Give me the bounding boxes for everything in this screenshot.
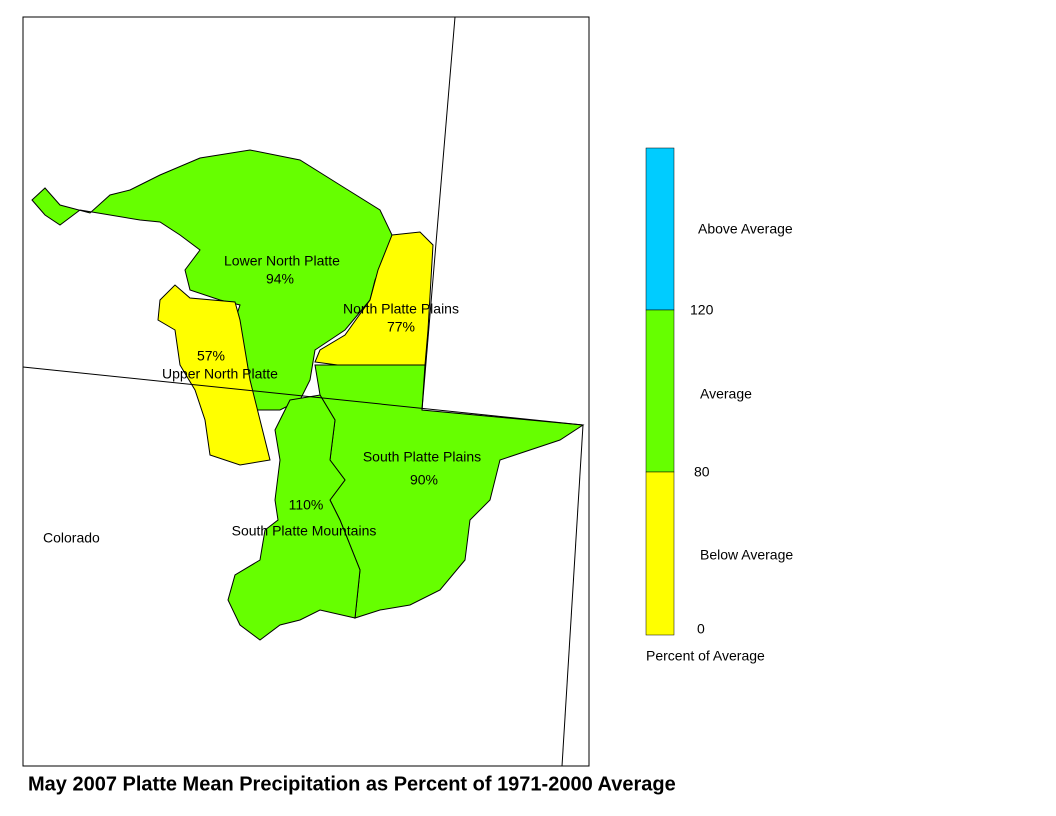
legend-swatch (645, 471, 675, 636)
legend-break: 120 (690, 302, 714, 318)
region (31, 149, 393, 411)
state-border (22, 366, 584, 426)
region-value: 110% (289, 497, 324, 513)
region-name: South Platte Plains (363, 449, 481, 465)
region (157, 284, 271, 466)
region-name: Lower North Platte (224, 253, 340, 269)
region-value: 77% (387, 319, 415, 335)
legend-swatch (645, 309, 675, 473)
legend-break: 0 (697, 621, 705, 637)
region-name: South Platte Mountains (232, 523, 377, 539)
map-title: May 2007 Platte Mean Precipitation as Pe… (28, 773, 676, 795)
region-value: 57% (197, 348, 225, 364)
legend-title: Percent of Average (646, 648, 765, 664)
legend-label: Below Average (700, 547, 793, 563)
state-label: Colorado (43, 530, 100, 546)
region (227, 394, 361, 641)
region-name: Upper North Platte (162, 366, 278, 382)
state-border (561, 424, 584, 767)
region-value: 94% (266, 271, 294, 287)
region-value: 90% (410, 472, 438, 488)
state-border (421, 16, 456, 411)
map-frame (22, 16, 590, 767)
legend-swatch (645, 147, 675, 311)
region-name: North Platte Plains (343, 301, 459, 317)
legend-label: Average (700, 386, 752, 402)
legend-break: 80 (694, 464, 710, 480)
legend-label: Above Average (698, 221, 793, 237)
